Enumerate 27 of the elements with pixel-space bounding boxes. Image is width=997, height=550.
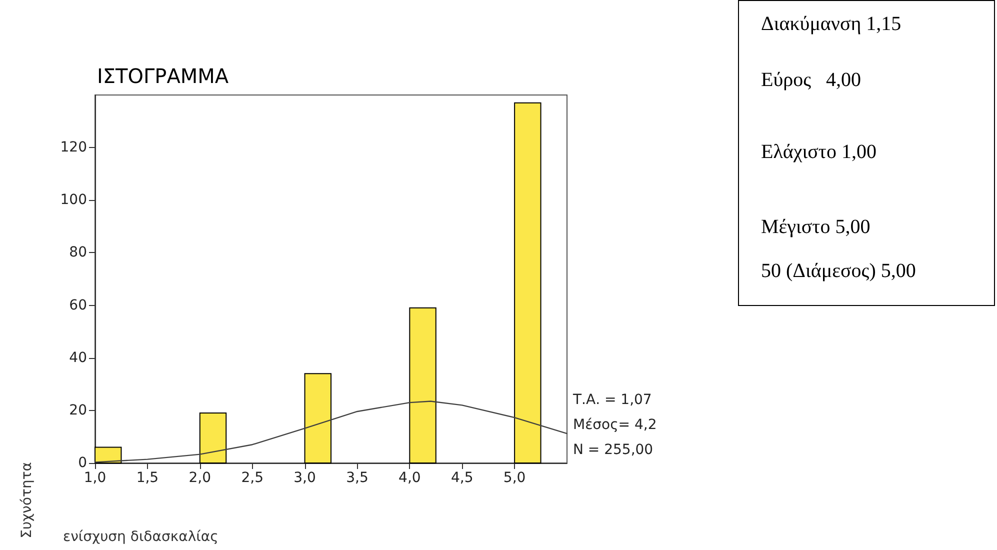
text: Εύρος 4,00 — [761, 69, 862, 92]
x-tick-label: 3,0 — [294, 470, 316, 486]
y-tick-label: 120 — [60, 140, 87, 156]
text: Τ.Α. = 1,07 — [572, 392, 652, 408]
text: Ελάχιστο 1,00 — [761, 141, 876, 164]
x-tick-label: 2,5 — [241, 470, 264, 486]
text: 50 (Διάμεσος) 5,00 — [761, 260, 916, 283]
y-tick-label: 20 — [69, 402, 87, 418]
y-tick-label: 0 — [78, 455, 87, 471]
text: Διακύμανση 1,15 — [761, 13, 902, 36]
text: N = 255,00 — [573, 442, 654, 458]
y-tick-label: 60 — [69, 297, 87, 314]
x-tick-label: 4,0 — [398, 470, 421, 486]
x-tick-label: 3,5 — [346, 470, 368, 486]
y-tick-label: 40 — [69, 350, 87, 366]
text: Μέγιστο 5,00 — [761, 216, 870, 239]
y-tick-label: 100 — [60, 192, 87, 208]
text: Μέσος= 4,2 — [573, 417, 657, 433]
x-tick-label: 5,0 — [503, 470, 526, 486]
y-tick-label: 80 — [69, 244, 87, 261]
x-axis-title: ενίσχυση διδασκαλίας — [63, 529, 218, 545]
x-tick-label: 1,5 — [136, 470, 159, 486]
x-tick-label: 2,0 — [188, 470, 212, 486]
y-axis-title: Συχνότητα — [19, 462, 35, 538]
x-tick-label: 4,5 — [450, 470, 474, 486]
chart-title: ΙΣΤΟΓΡΑΜΜΑ — [97, 64, 229, 88]
x-tick-label: 1,0 — [84, 470, 106, 486]
